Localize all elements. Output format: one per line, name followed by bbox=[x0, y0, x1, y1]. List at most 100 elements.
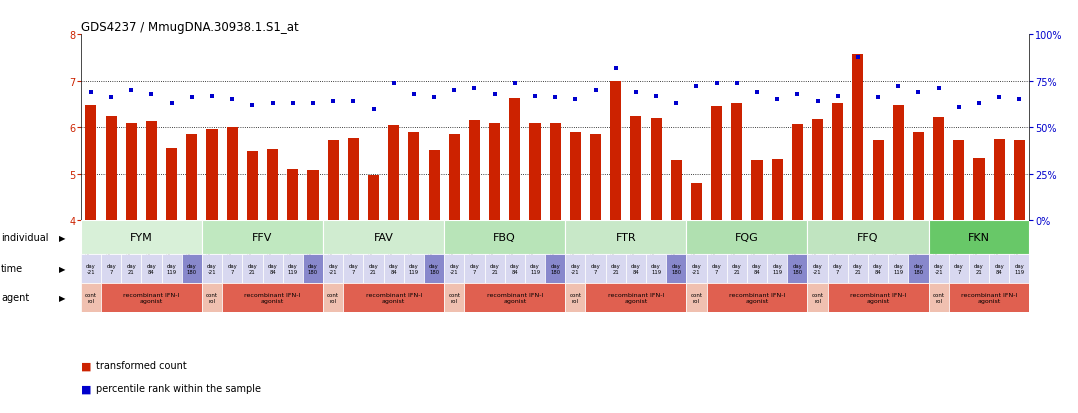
Text: day
7: day 7 bbox=[833, 263, 843, 274]
Bar bbox=[81, 254, 101, 283]
Text: day
119: day 119 bbox=[530, 263, 540, 274]
Text: GSM868973: GSM868973 bbox=[732, 223, 737, 260]
Text: day
84: day 84 bbox=[631, 263, 640, 274]
Text: cont
rol: cont rol bbox=[448, 292, 460, 303]
Text: GSM868960: GSM868960 bbox=[469, 223, 474, 259]
Point bbox=[244, 102, 261, 109]
Text: cont
rol: cont rol bbox=[932, 292, 944, 303]
Bar bbox=[631, 117, 641, 221]
Bar bbox=[847, 254, 868, 283]
Point bbox=[970, 100, 987, 107]
Text: day
84: day 84 bbox=[510, 263, 520, 274]
Point bbox=[627, 89, 645, 96]
Bar bbox=[469, 121, 480, 221]
Bar bbox=[465, 283, 565, 312]
Text: day
84: day 84 bbox=[147, 263, 156, 274]
Bar bbox=[106, 116, 116, 221]
Text: day
180: day 180 bbox=[429, 263, 439, 274]
Text: ▶: ▶ bbox=[59, 293, 66, 302]
Bar bbox=[323, 254, 343, 283]
Text: ▶: ▶ bbox=[59, 233, 66, 242]
Text: ■: ■ bbox=[81, 383, 92, 393]
Text: day
21: day 21 bbox=[126, 263, 136, 274]
Text: GSM868969: GSM868969 bbox=[651, 223, 657, 259]
Bar bbox=[646, 254, 666, 283]
Text: cont
rol: cont rol bbox=[812, 292, 824, 303]
Bar bbox=[388, 126, 399, 221]
Text: percentile rank within the sample: percentile rank within the sample bbox=[96, 383, 261, 393]
Bar bbox=[348, 139, 359, 221]
Bar bbox=[243, 254, 263, 283]
Text: GSM868950: GSM868950 bbox=[267, 223, 273, 260]
Bar bbox=[166, 149, 177, 221]
Text: day
119: day 119 bbox=[288, 263, 298, 274]
Text: GSM868947: GSM868947 bbox=[207, 223, 212, 260]
Text: day
7: day 7 bbox=[711, 263, 721, 274]
Bar bbox=[934, 118, 944, 221]
Text: day
21: day 21 bbox=[611, 263, 621, 274]
Bar bbox=[650, 119, 662, 221]
Bar bbox=[928, 221, 1029, 254]
Bar bbox=[706, 283, 807, 312]
Text: GSM868967: GSM868967 bbox=[611, 223, 616, 260]
Bar bbox=[853, 55, 863, 221]
Bar bbox=[610, 81, 621, 221]
Bar bbox=[928, 283, 949, 312]
Text: ▶: ▶ bbox=[59, 264, 66, 273]
Bar bbox=[768, 254, 787, 283]
Text: day
84: day 84 bbox=[267, 263, 277, 274]
Bar bbox=[409, 133, 419, 221]
Point bbox=[547, 95, 564, 102]
Text: day
21: day 21 bbox=[248, 263, 258, 274]
Point bbox=[405, 91, 423, 98]
Bar bbox=[727, 254, 747, 283]
Bar bbox=[1009, 254, 1029, 283]
Bar bbox=[287, 170, 299, 221]
Bar bbox=[1013, 141, 1025, 221]
Bar bbox=[949, 254, 969, 283]
Bar bbox=[448, 135, 460, 221]
Text: GSM868976: GSM868976 bbox=[792, 223, 798, 260]
Text: day
180: day 180 bbox=[308, 263, 318, 274]
Text: FQG: FQG bbox=[735, 233, 759, 242]
Text: GSM868986: GSM868986 bbox=[994, 223, 999, 259]
Text: GSM868972: GSM868972 bbox=[711, 223, 717, 260]
Bar bbox=[565, 254, 585, 283]
Text: GSM868979: GSM868979 bbox=[853, 223, 858, 260]
Text: cont
rol: cont rol bbox=[327, 292, 340, 303]
Text: GSM868961: GSM868961 bbox=[489, 223, 495, 260]
Text: GSM868984: GSM868984 bbox=[954, 223, 958, 259]
Point bbox=[808, 99, 826, 105]
Point bbox=[123, 88, 140, 94]
Text: GDS4237 / MmugDNA.30938.1.S1_at: GDS4237 / MmugDNA.30938.1.S1_at bbox=[81, 21, 299, 34]
Text: recombinant IFN-I
agonist: recombinant IFN-I agonist bbox=[960, 292, 1018, 303]
Point bbox=[486, 91, 503, 98]
Text: day
7: day 7 bbox=[348, 263, 358, 274]
Point bbox=[748, 89, 765, 96]
Bar bbox=[222, 254, 243, 283]
Bar bbox=[585, 254, 606, 283]
Bar bbox=[202, 254, 222, 283]
Text: GSM868980: GSM868980 bbox=[873, 223, 879, 259]
Bar bbox=[141, 254, 162, 283]
Text: FYM: FYM bbox=[130, 233, 153, 242]
Bar bbox=[990, 254, 1009, 283]
Bar bbox=[994, 140, 1005, 221]
Bar bbox=[949, 283, 1029, 312]
Bar bbox=[444, 283, 465, 312]
Text: day
21: day 21 bbox=[732, 263, 742, 274]
Bar bbox=[121, 254, 141, 283]
Bar bbox=[973, 159, 984, 221]
Text: recombinant IFN-I
agonist: recombinant IFN-I agonist bbox=[729, 292, 785, 303]
Bar bbox=[529, 124, 540, 221]
Bar bbox=[303, 254, 323, 283]
Bar bbox=[590, 135, 602, 221]
Text: day
84: day 84 bbox=[994, 263, 1004, 274]
Text: cont
rol: cont rol bbox=[206, 292, 218, 303]
Text: GSM868971: GSM868971 bbox=[691, 223, 696, 260]
Text: GSM868983: GSM868983 bbox=[934, 223, 939, 259]
Bar bbox=[202, 283, 222, 312]
Text: cont
rol: cont rol bbox=[85, 292, 97, 303]
Bar bbox=[484, 254, 505, 283]
Bar bbox=[444, 254, 465, 283]
